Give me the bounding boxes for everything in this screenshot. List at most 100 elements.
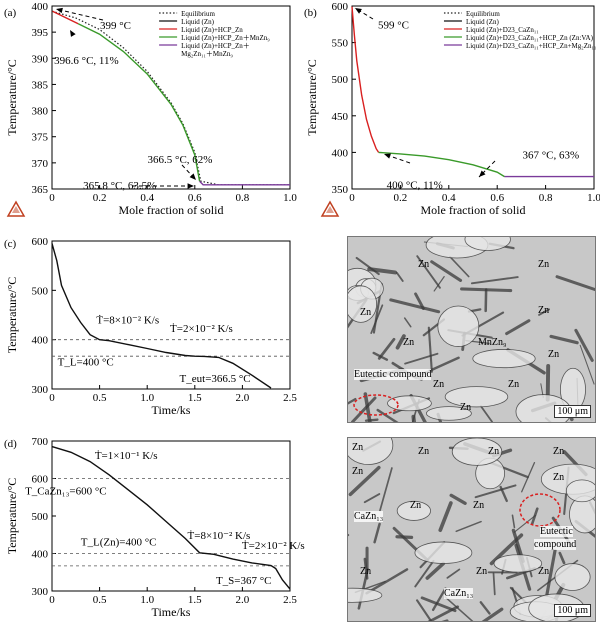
x-tick-label: 1.5 [188, 392, 202, 404]
arrow-head [479, 170, 486, 177]
annotation: 367 °C, 63% [522, 150, 579, 162]
grain-boundary [444, 596, 474, 621]
y-tick-label: 600 [32, 474, 49, 486]
micrograph-d: Zn Zn Zn Zn Zn Zn Zn Zn Zn Zn Zn CaZn₁₃ … [347, 437, 596, 622]
eutectic-callout: compound [534, 539, 577, 550]
arrow-head [187, 183, 194, 189]
grain-boundary [372, 351, 389, 361]
grain-boundary [545, 548, 557, 597]
x-tick-label: 2.5 [283, 594, 297, 606]
annotation: 365.8 °C, 63.5% [83, 180, 156, 192]
eutectic-outline [519, 493, 561, 527]
x-tick-label: 0.2 [93, 192, 107, 204]
grain-boundary [481, 607, 504, 621]
eutectic-outline [353, 394, 399, 416]
grain-boundary [415, 599, 433, 621]
cazn13-callout: CaZn₁₃ [354, 511, 384, 522]
grain-boundary [365, 568, 409, 595]
phase-grain [464, 237, 511, 251]
x-tick-label: 0 [49, 192, 55, 204]
x-tick-label: 0 [49, 594, 55, 606]
x-tick-label: 1.0 [587, 192, 600, 204]
grain-boundary [377, 337, 396, 360]
annotation: 366.5 °C, 62% [148, 154, 213, 166]
panel-label: (b) [304, 7, 317, 19]
phase-grain [444, 386, 509, 408]
eutectic-callout: Eutectic compound [354, 369, 432, 380]
legend-entry: Liquid (Zn)+D23_CaZn₁₁+HCP_Zn+Mg₂Zn₁₁ [466, 42, 596, 50]
y-axis-label: Temperature/°C [305, 59, 319, 136]
y-tick-label: 300 [32, 586, 49, 598]
grain-boundary [348, 397, 357, 405]
x-tick-label: 1.5 [188, 594, 202, 606]
grain-boundary [379, 467, 393, 512]
grain-boundary [348, 465, 381, 497]
y-tick-label: 370 [32, 158, 49, 170]
grain-boundary [492, 572, 496, 596]
micro-label: Zn [433, 379, 445, 390]
y-tick-label: 365 [32, 184, 49, 196]
y-tick-label: 500 [32, 511, 49, 523]
y-axis-label: Temperature/°C [5, 59, 19, 136]
grain-boundary [376, 408, 399, 422]
x-tick-label: 2.0 [236, 594, 250, 606]
annotation: Ṫ=1×10⁻¹ K/s [95, 450, 158, 462]
y-tick-label: 400 [32, 1, 49, 13]
legend-entry: Liquid (Zn) [466, 18, 500, 26]
arrow-head [189, 173, 196, 180]
micro-label: Zn [418, 446, 430, 457]
x-axis-label: Time/ks [152, 605, 191, 619]
series-line [51, 243, 272, 389]
micro-label: Zn [488, 446, 500, 457]
phase-grain [414, 541, 473, 564]
grain-boundary [403, 317, 412, 328]
phase-grain [387, 395, 432, 412]
annotation-arrow [55, 8, 104, 21]
y-tick-label: 500 [332, 74, 349, 86]
phase-grain [425, 406, 472, 421]
panel-label: (c) [4, 238, 17, 250]
legend-entry: Liquid (Zn)+D23_CaZn₁₁+HCP_Zn (Zn:VA) [466, 34, 594, 42]
series-line [77, 23, 201, 182]
micro-label: Zn [476, 566, 488, 577]
series-line [52, 10, 79, 25]
x-tick-label: 0 [49, 392, 55, 404]
legend-entry: Liquid (Zn)+D23_CaZn₁₁ [466, 26, 539, 34]
software-logo [6, 200, 26, 217]
series-line [51, 445, 291, 590]
plot-frame [51, 5, 291, 190]
series-line [51, 10, 290, 186]
grain-boundary [513, 514, 536, 533]
legend-entry: Mg₂Zn₁₁＋MnZn₉ [181, 50, 233, 58]
eutectic-callout: Eutectic [540, 526, 573, 537]
panel-label: (d) [4, 438, 17, 450]
annotation: T_L=400 °C [58, 357, 114, 369]
x-tick-label: 2.0 [236, 392, 250, 404]
micro-label: Zn [360, 307, 372, 318]
series-line [199, 180, 290, 186]
x-tick-label: 0.4 [140, 192, 154, 204]
phase-grain [451, 438, 503, 466]
micro-label: Zn [553, 472, 565, 483]
annotation-arrow [478, 160, 496, 178]
cazn13-callout: CaZn₁₃ [444, 588, 474, 599]
phase-grain [565, 479, 595, 503]
micro-label: Zn [418, 259, 430, 270]
micro-label: Zn [553, 446, 565, 457]
grain-boundary [558, 551, 566, 565]
grain-boundary [436, 412, 443, 422]
y-tick-label: 350 [332, 184, 349, 196]
grain-boundary [351, 396, 377, 422]
grain-boundary [499, 485, 508, 503]
legend-entry: Equilibrium [181, 10, 215, 18]
grain-boundary [404, 352, 439, 365]
x-tick-label: 0 [349, 192, 355, 204]
arrow-head [56, 7, 63, 14]
series-line [378, 151, 505, 178]
annotation: Ṫ=2×10⁻² K/s [242, 540, 305, 552]
y-tick-label: 390 [32, 53, 49, 65]
grain-boundary [395, 271, 404, 282]
micrograph-c: Zn Zn Zn Zn Zn Zn MnZn₉ Zn Zn Zn Eutecti… [347, 236, 596, 423]
grain-boundary [363, 493, 381, 504]
grain-boundary [395, 535, 414, 540]
